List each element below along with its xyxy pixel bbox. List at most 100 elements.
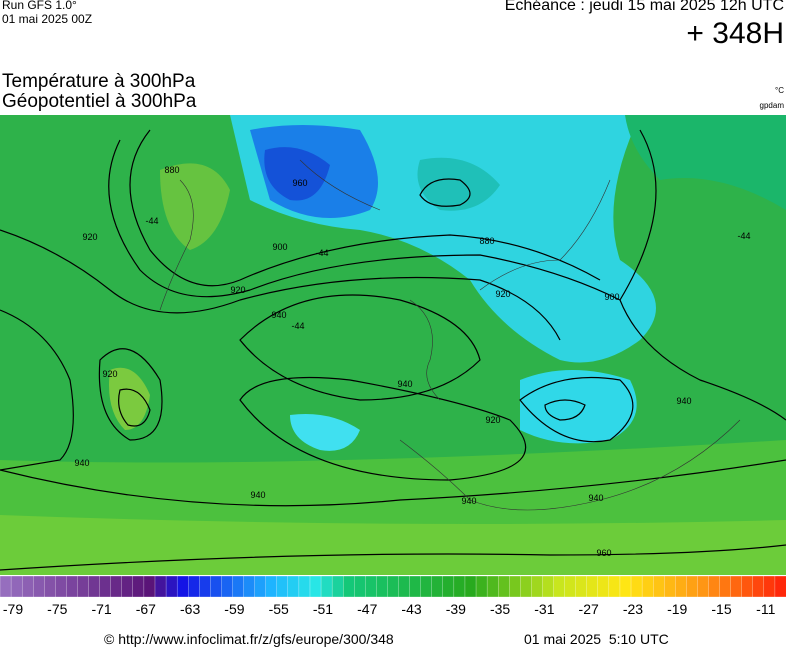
scale-swatch	[575, 575, 588, 598]
scale-tick-label: -55	[269, 601, 289, 617]
scale-swatch	[675, 575, 688, 598]
scale-swatch	[509, 575, 521, 598]
scale-swatch	[99, 575, 112, 598]
contour-label: 940	[250, 490, 265, 500]
scale-tick-label: -27	[579, 601, 599, 617]
lead-time: + 348H	[686, 17, 784, 50]
contour-label: -44	[737, 231, 750, 241]
contour-label: 920	[102, 369, 117, 379]
echeance: Echéance : jeudi 15 mai 2025 12h UTC	[504, 0, 784, 14]
scale-swatch	[309, 575, 322, 598]
scale-swatch	[498, 575, 510, 598]
scale-swatch	[641, 575, 654, 598]
scale-swatch	[453, 575, 466, 598]
contour-label: 920	[230, 285, 245, 295]
scale-swatch	[265, 575, 278, 598]
scale-swatch	[774, 575, 786, 598]
scale-tick-label: -75	[47, 601, 67, 617]
contour-label: 940	[271, 310, 286, 320]
contour-label: -44	[291, 321, 304, 331]
scale-swatch	[331, 575, 344, 598]
run-date: 01 mai 2025 00Z	[2, 12, 93, 26]
scale-swatch	[287, 575, 300, 598]
contour-label: 880	[479, 236, 494, 246]
contour-label: 940	[74, 458, 89, 468]
scale-tick-label: -15	[711, 601, 731, 617]
contour-label: 900	[604, 292, 619, 302]
scale-swatch	[619, 575, 632, 598]
scale-swatch	[697, 575, 710, 598]
scale-swatch	[110, 575, 123, 598]
unit-geo: gpdam	[759, 101, 784, 110]
scale-swatch	[475, 575, 488, 598]
scale-swatch	[232, 575, 245, 598]
scale-swatch	[464, 575, 477, 598]
scale-swatch	[88, 575, 101, 598]
scale-swatch	[21, 575, 34, 598]
scale-tick-label: -59	[224, 601, 244, 617]
scale-tick-label: -11	[756, 601, 775, 617]
scale-swatch	[741, 575, 754, 598]
unit-temp: °C	[775, 86, 784, 95]
contour-label: 920	[485, 415, 500, 425]
scale-swatch	[597, 575, 610, 598]
scale-tick-label: -19	[667, 601, 687, 617]
scale-swatch	[254, 575, 267, 598]
scale-tick-label: -39	[446, 601, 466, 617]
scale-swatch	[121, 575, 134, 598]
scale-swatch	[752, 575, 765, 598]
scale-tick-label: -35	[490, 601, 510, 617]
scale-tick-label: -43	[401, 601, 421, 617]
scale-swatch	[132, 575, 145, 598]
contour-label: 960	[292, 178, 307, 188]
contour-label: 940	[676, 396, 691, 406]
scale-swatch	[653, 575, 665, 598]
scale-tick-label: -31	[534, 601, 554, 617]
scale-tick-label: -67	[136, 601, 156, 617]
scale-swatch	[10, 575, 23, 598]
scale-swatch	[442, 575, 455, 598]
scale-swatch	[165, 575, 178, 598]
scale-swatch	[664, 575, 676, 598]
scale-tick-label: -71	[91, 601, 111, 617]
scale-swatch	[66, 575, 79, 598]
scale-swatch	[564, 575, 577, 598]
scale-swatch	[409, 575, 422, 598]
scale-swatch	[486, 575, 499, 598]
scale-tick-label: -63	[180, 601, 200, 617]
scale-swatch	[276, 575, 289, 598]
scale-swatch	[708, 575, 721, 598]
scale-tick-label: -79	[3, 601, 23, 617]
scale-swatch	[44, 575, 57, 598]
scale-swatch	[431, 575, 444, 598]
scale-swatch	[553, 575, 566, 598]
scale-swatch	[420, 575, 433, 598]
title-geo: Géopotentiel à 300hPa	[2, 91, 197, 112]
scale-swatch	[143, 575, 156, 598]
scale-swatch	[176, 575, 189, 598]
scale-swatch	[354, 575, 366, 598]
scale-swatch	[586, 575, 599, 598]
scale-swatch	[298, 575, 311, 598]
scale-swatch	[608, 575, 621, 598]
scale-swatch	[210, 575, 223, 598]
scale-swatch	[365, 575, 378, 598]
scale-swatch	[221, 575, 234, 598]
scale-swatch	[188, 575, 200, 598]
scale-swatch	[520, 575, 533, 598]
scale-swatch	[531, 575, 544, 598]
scale-swatch	[243, 575, 256, 598]
contour-label: 940	[461, 496, 476, 506]
scale-swatch	[719, 575, 732, 598]
title-temp: Température à 300hPa	[2, 71, 196, 92]
contour-label: 960	[596, 548, 611, 558]
contour-label: 880	[164, 165, 179, 175]
scale-swatch	[686, 575, 699, 598]
contour-label: 940	[588, 493, 603, 503]
scale-swatch	[398, 575, 411, 598]
footer-url: © http://www.infoclimat.fr/z/gfs/europe/…	[104, 631, 394, 647]
scale-swatch	[343, 575, 355, 598]
scale-tick-label: -51	[313, 601, 333, 617]
scale-swatch	[0, 575, 12, 598]
